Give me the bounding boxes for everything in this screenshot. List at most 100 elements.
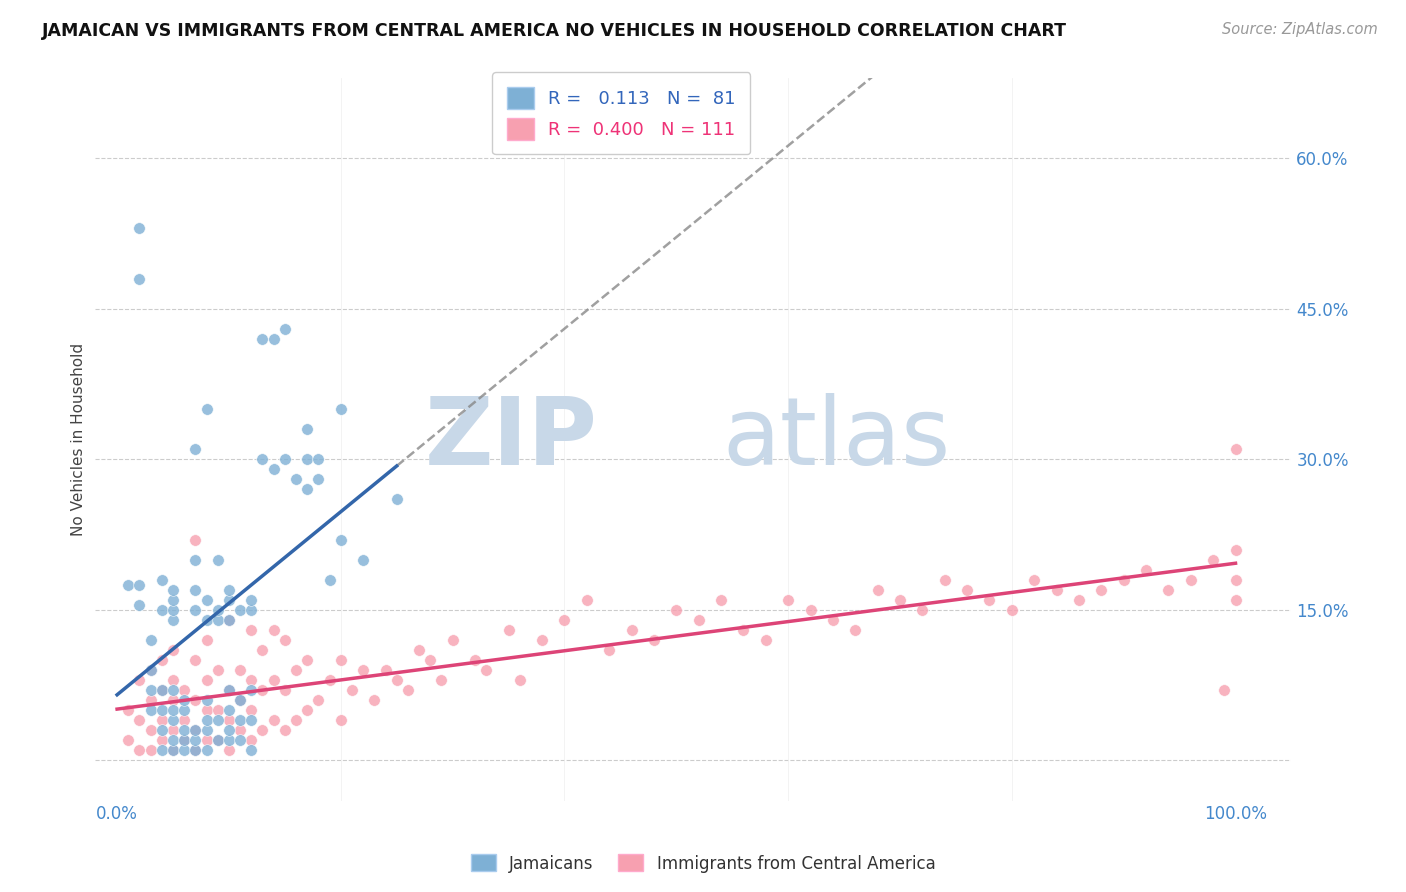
Point (150, 653, 173, 667)
Point (665, 603, 688, 617)
Point (229, 723, 252, 738)
Point (229, 663, 252, 677)
Point (128, 578, 150, 592)
Point (575, 592, 598, 607)
Point (184, 603, 207, 617)
Text: JAMAICAN VS IMMIGRANTS FROM CENTRAL AMERICA NO VEHICLES IN HOUSEHOLD CORRELATION: JAMAICAN VS IMMIGRANTS FROM CENTRAL AMER… (42, 22, 1067, 40)
Point (184, 552, 207, 566)
Point (195, 743, 218, 757)
Point (139, 703, 162, 717)
Point (162, 743, 184, 757)
Point (184, 723, 207, 738)
Point (207, 733, 229, 747)
Point (1202, 552, 1225, 566)
Point (1045, 582, 1067, 597)
Point (195, 632, 218, 647)
Point (441, 632, 464, 647)
Point (162, 693, 184, 707)
Point (195, 733, 218, 747)
Point (240, 683, 263, 698)
Point (352, 552, 374, 566)
Point (218, 683, 240, 698)
Point (1180, 573, 1202, 587)
Point (1225, 442, 1247, 457)
Point (297, 653, 319, 667)
Point (252, 643, 274, 657)
Point (240, 592, 263, 607)
Point (1225, 573, 1247, 587)
Point (318, 573, 340, 587)
Point (184, 743, 207, 757)
Point (274, 322, 297, 336)
Text: Source: ZipAtlas.com: Source: ZipAtlas.com (1222, 22, 1378, 37)
Point (1225, 592, 1247, 607)
Point (207, 714, 229, 728)
Point (150, 743, 173, 757)
Point (150, 733, 173, 747)
Point (340, 683, 363, 698)
Point (297, 703, 319, 717)
Point (1090, 582, 1112, 597)
Point (553, 613, 575, 627)
Point (184, 653, 207, 667)
Point (184, 442, 207, 457)
Point (285, 472, 308, 486)
Point (430, 673, 453, 687)
Point (911, 603, 934, 617)
Point (218, 613, 240, 627)
Point (162, 592, 184, 607)
Point (150, 573, 173, 587)
Point (173, 723, 195, 738)
Point (139, 723, 162, 738)
Point (263, 714, 285, 728)
Point (297, 452, 319, 467)
Point (285, 663, 308, 677)
Point (128, 673, 150, 687)
Point (1157, 582, 1180, 597)
Point (195, 693, 218, 707)
Point (475, 663, 498, 677)
Point (598, 643, 620, 657)
Point (643, 632, 665, 647)
Point (162, 603, 184, 617)
Point (329, 714, 352, 728)
Point (195, 673, 218, 687)
Point (263, 623, 285, 637)
Point (889, 592, 911, 607)
Point (297, 483, 319, 497)
Point (329, 402, 352, 417)
Legend: R =   0.113   N =  81, R =  0.400   N = 111: R = 0.113 N = 81, R = 0.400 N = 111 (492, 72, 751, 154)
Point (799, 603, 821, 617)
Point (1225, 542, 1247, 557)
Point (1135, 563, 1157, 577)
Point (184, 743, 207, 757)
Point (117, 733, 139, 747)
Point (195, 613, 218, 627)
Point (150, 683, 173, 698)
Point (150, 714, 173, 728)
Point (229, 733, 252, 747)
Point (509, 673, 531, 687)
Point (162, 703, 184, 717)
Point (1112, 573, 1135, 587)
Point (240, 714, 263, 728)
Point (162, 723, 184, 738)
Point (263, 462, 285, 476)
Point (352, 663, 374, 677)
Point (162, 643, 184, 657)
Point (173, 714, 195, 728)
Point (173, 733, 195, 747)
Point (195, 592, 218, 607)
Point (252, 452, 274, 467)
Point (229, 603, 252, 617)
Text: ZIP: ZIP (425, 393, 598, 485)
Point (464, 653, 486, 667)
Point (162, 714, 184, 728)
Point (844, 623, 866, 637)
Point (218, 683, 240, 698)
Point (173, 743, 195, 757)
Point (688, 613, 710, 627)
Point (240, 733, 263, 747)
Point (263, 332, 285, 346)
Point (184, 533, 207, 547)
